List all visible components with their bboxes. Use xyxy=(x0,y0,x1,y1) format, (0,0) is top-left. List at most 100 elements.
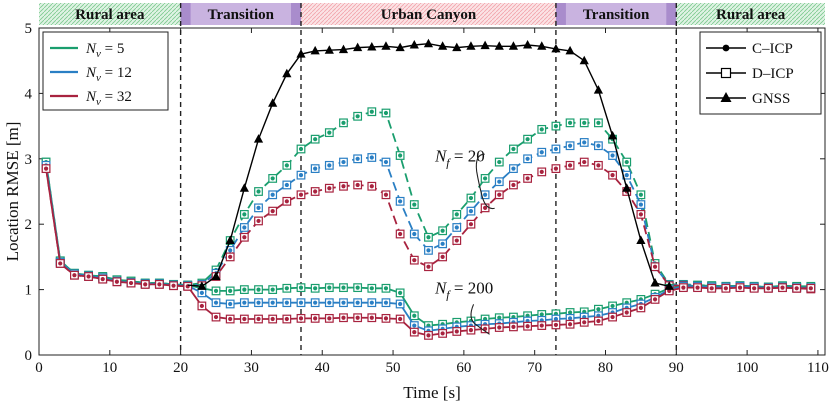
cicp-point xyxy=(383,110,389,116)
cicp-point xyxy=(539,150,544,155)
cicp-point xyxy=(298,192,304,197)
cicp-point xyxy=(341,285,346,290)
cicp-point xyxy=(383,286,389,291)
cicp-point xyxy=(582,159,587,165)
gnss-point xyxy=(551,43,561,53)
cicp-point xyxy=(652,297,658,302)
x-tick-label: 50 xyxy=(386,360,401,376)
annotation-symbol: N xyxy=(434,279,448,298)
y-tick-label: 5 xyxy=(25,21,33,37)
cicp-point xyxy=(412,202,417,207)
gnss-point xyxy=(338,44,349,54)
cicp-point xyxy=(638,192,643,197)
cicp-point xyxy=(440,254,445,259)
legend-subscript: v xyxy=(96,72,101,84)
cicp-point xyxy=(440,331,445,336)
annotation-subscript: f xyxy=(446,288,451,302)
cicp-point xyxy=(128,280,134,286)
gnss-point xyxy=(353,42,363,52)
cicp-point xyxy=(256,287,261,292)
legend-method-label: D–ICP xyxy=(752,66,794,82)
cicp-point xyxy=(327,285,332,290)
legend-nv-label: Nv = 5 xyxy=(85,41,124,60)
annotation-nf: Nf = 200 xyxy=(434,279,493,335)
cicp-point xyxy=(426,333,431,338)
annotation-text: Nf = 20 xyxy=(434,147,485,170)
cicp-point xyxy=(242,225,247,230)
cicp-point xyxy=(199,303,204,309)
cicp-point xyxy=(313,300,318,305)
annotation-nf: Nf = 20 xyxy=(434,147,495,210)
cicp-point xyxy=(369,300,374,305)
gnss-point xyxy=(423,38,434,48)
legend-triangle-marker xyxy=(720,92,732,102)
cicp-point xyxy=(624,173,629,178)
region-band: Transition xyxy=(180,3,301,25)
x-tick-label: 110 xyxy=(807,360,829,376)
cicp-point xyxy=(497,179,502,184)
cicp-point xyxy=(723,286,728,291)
gnss-point xyxy=(650,278,660,287)
cicp-point xyxy=(369,155,374,160)
cicp-point xyxy=(228,248,233,253)
x-tick-label: 70 xyxy=(527,360,542,376)
gnss-point xyxy=(466,41,476,50)
cicp-point xyxy=(780,285,785,290)
gnss-point xyxy=(409,40,419,49)
cicp-point xyxy=(610,153,615,158)
cicp-point xyxy=(242,287,247,292)
gnss-point xyxy=(579,55,589,65)
gnss-point xyxy=(622,183,632,192)
cicp-point xyxy=(270,300,275,305)
legend-method-label: C–ICP xyxy=(752,41,793,57)
cicp-point xyxy=(157,282,162,287)
cicp-point xyxy=(596,143,601,148)
y-axis-label: Location RMSE [m] xyxy=(3,122,22,262)
cicp-point xyxy=(355,156,360,161)
cicp-point xyxy=(497,325,502,330)
x-tick-label: 0 xyxy=(35,360,43,376)
cicp-point xyxy=(468,222,474,227)
cicp-point xyxy=(355,315,360,320)
region-label: Rural area xyxy=(716,7,786,23)
region-band: Urban Canyon xyxy=(301,3,556,25)
series-layer xyxy=(41,38,816,340)
region-label: Rural area xyxy=(75,7,145,23)
cicp-point xyxy=(468,209,474,214)
gnss-point xyxy=(522,40,533,49)
region-band: Transition xyxy=(555,3,677,25)
cicp-point xyxy=(398,199,403,204)
gnss-point xyxy=(324,45,334,54)
gnss-point xyxy=(211,271,221,281)
cicp-point xyxy=(199,290,204,295)
cicp-point xyxy=(327,163,332,168)
cicp-point xyxy=(298,316,304,321)
cicp-point xyxy=(412,330,417,335)
cicp-point xyxy=(497,315,502,320)
cicp-point xyxy=(398,290,403,295)
cicp-point xyxy=(256,316,261,322)
cicp-point xyxy=(468,328,474,333)
cicp-point xyxy=(468,195,474,201)
cicp-point xyxy=(355,285,360,290)
cicp-point xyxy=(228,254,233,259)
cicp-point xyxy=(681,285,686,290)
cicp-point xyxy=(539,312,544,317)
cicp-point xyxy=(369,286,374,291)
cicp-point xyxy=(412,231,417,237)
cicp-point xyxy=(369,109,374,114)
legend-symbol: N xyxy=(85,41,97,57)
cicp-point xyxy=(737,285,743,290)
cicp-point xyxy=(355,114,360,119)
cicp-point xyxy=(483,205,488,210)
cicp-point xyxy=(567,310,573,315)
region-band-edge xyxy=(291,3,301,25)
cicp-point xyxy=(398,301,403,307)
cicp-point xyxy=(596,318,601,324)
cicp-point xyxy=(709,286,714,291)
cicp-point xyxy=(341,300,346,305)
gnss-point xyxy=(664,281,674,290)
cicp-point xyxy=(327,300,332,305)
